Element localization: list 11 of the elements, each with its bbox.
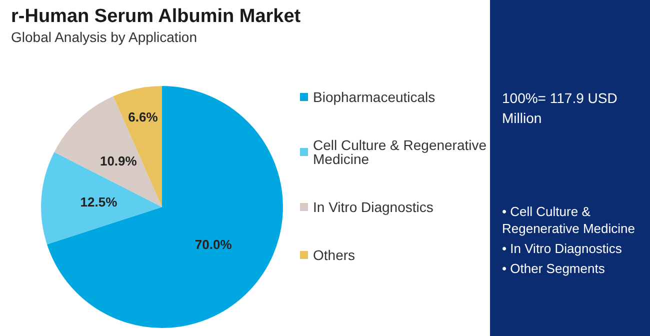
legend-label: Biopharmaceuticals [313,89,436,105]
legend-label: Cell Culture & Regenerative Medicine [313,137,490,167]
data-label: 10.9% [100,153,138,168]
chart-title: r-Human Serum Albumin Market [11,6,302,27]
data-label: 6.6% [128,109,158,124]
side-panel: 100%= 117.9 USD Million • Cell Culture & Regenerative Medicine • In Vitro Diagnostics • Other Segments [490,0,650,336]
data-label: 12.5% [80,194,118,210]
legend-label: In Vitro Diagnostics [313,199,434,215]
chart-subtitle: Global Analysis by Application [11,29,197,45]
data-label: 70.0% [194,236,232,252]
legend-label: Others [313,247,356,263]
